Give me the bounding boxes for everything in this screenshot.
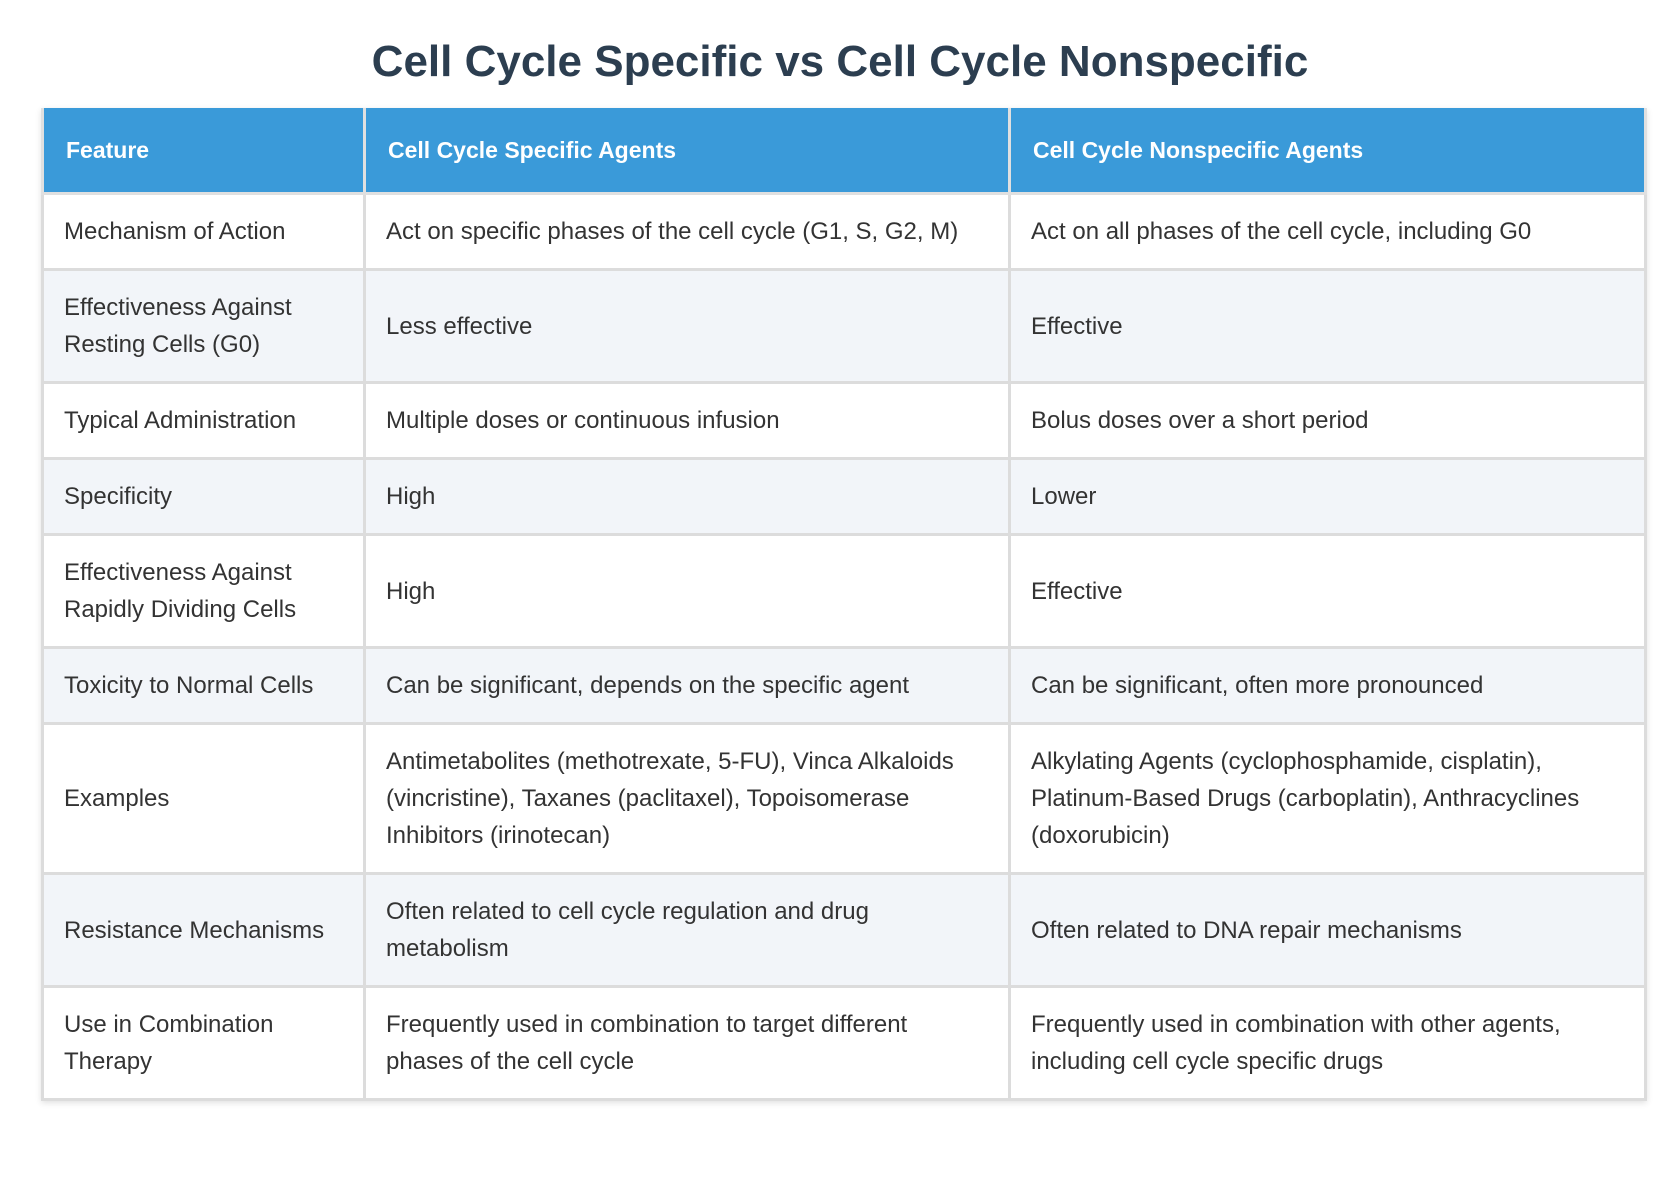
cell-specific: Frequently used in combination to target… (363, 985, 1011, 1101)
cell-specific: Often related to cell cycle regulation a… (363, 872, 1011, 988)
cell-feature: Use in Combination Therapy (41, 985, 366, 1101)
table-row: Mechanism of Action Act on specific phas… (41, 192, 1647, 271)
cell-feature: Resistance Mechanisms (41, 872, 366, 988)
cell-feature: Typical Administration (41, 381, 366, 460)
cell-feature: Examples (41, 722, 366, 875)
cell-nonspecific: Effective (1008, 533, 1647, 649)
cell-feature: Toxicity to Normal Cells (41, 646, 366, 725)
cell-nonspecific: Lower (1008, 457, 1647, 536)
cell-nonspecific: Alkylating Agents (cyclophosphamide, cis… (1008, 722, 1647, 875)
cell-specific: Less effective (363, 268, 1011, 384)
table-row: Typical Administration Multiple doses or… (41, 381, 1647, 460)
table-body: Mechanism of Action Act on specific phas… (41, 192, 1647, 1101)
table-row: Resistance Mechanisms Often related to c… (41, 872, 1647, 988)
header-specific-agents: Cell Cycle Specific Agents (363, 108, 1011, 195)
table-row: Effectiveness Against Rapidly Dividing C… (41, 533, 1647, 649)
comparison-table-container: Feature Cell Cycle Specific Agents Cell … (41, 108, 1647, 1101)
cell-specific: Act on specific phases of the cell cycle… (363, 192, 1011, 271)
cell-specific: Can be significant, depends on the speci… (363, 646, 1011, 725)
cell-nonspecific: Act on all phases of the cell cycle, inc… (1008, 192, 1647, 271)
cell-feature: Specificity (41, 457, 366, 536)
cell-specific: High (363, 457, 1011, 536)
cell-nonspecific: Frequently used in combination with othe… (1008, 985, 1647, 1101)
cell-nonspecific: Effective (1008, 268, 1647, 384)
cell-feature: Mechanism of Action (41, 192, 366, 271)
cell-nonspecific: Often related to DNA repair mechanisms (1008, 872, 1647, 988)
cell-nonspecific: Bolus doses over a short period (1008, 381, 1647, 460)
table-header-row: Feature Cell Cycle Specific Agents Cell … (41, 108, 1647, 195)
cell-feature: Effectiveness Against Rapidly Dividing C… (41, 533, 366, 649)
comparison-table: Feature Cell Cycle Specific Agents Cell … (41, 108, 1647, 1101)
cell-nonspecific: Can be significant, often more pronounce… (1008, 646, 1647, 725)
table-row: Toxicity to Normal Cells Can be signific… (41, 646, 1647, 725)
cell-specific: Antimetabolites (methotrexate, 5-FU), Vi… (363, 722, 1011, 875)
table-row: Effectiveness Against Resting Cells (G0)… (41, 268, 1647, 384)
table-row: Specificity High Lower (41, 457, 1647, 536)
cell-specific: High (363, 533, 1011, 649)
table-row: Examples Antimetabolites (methotrexate, … (41, 722, 1647, 875)
cell-specific: Multiple doses or continuous infusion (363, 381, 1011, 460)
page-title: Cell Cycle Specific vs Cell Cycle Nonspe… (371, 37, 1309, 86)
cell-feature: Effectiveness Against Resting Cells (G0) (41, 268, 366, 384)
table-row: Use in Combination Therapy Frequently us… (41, 985, 1647, 1101)
header-nonspecific-agents: Cell Cycle Nonspecific Agents (1008, 108, 1647, 195)
header-feature: Feature (41, 108, 366, 195)
